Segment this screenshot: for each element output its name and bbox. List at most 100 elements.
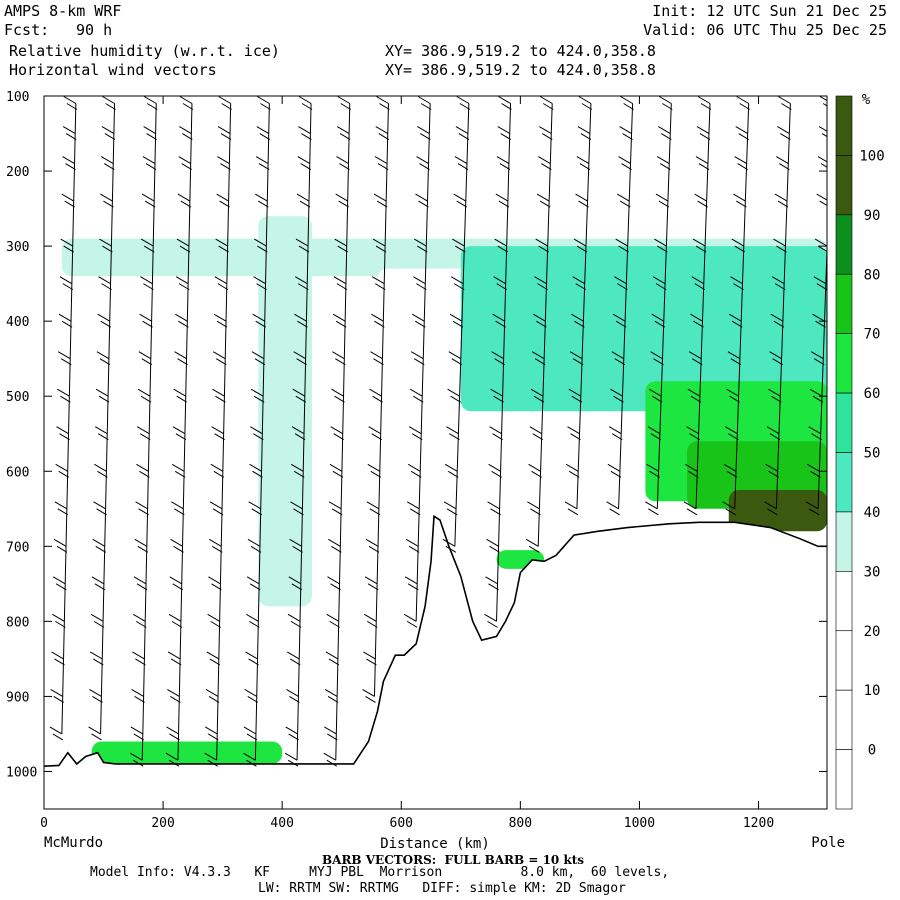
wind-barb-column-12: [525, 96, 554, 553]
wind-barb: [416, 283, 427, 291]
wind-barb: [220, 163, 231, 170]
wind-barb: [214, 276, 228, 285]
wind-barb: [243, 726, 257, 735]
wind-barb: [330, 426, 343, 435]
wind-barb: [61, 320, 73, 328]
wind-barb: [408, 426, 422, 435]
wind-barb: [298, 96, 312, 104]
wind-barb: [207, 759, 218, 767]
wind-barb: [776, 156, 789, 164]
wind-barb: [611, 351, 625, 360]
wind-barb-column-14: [606, 96, 634, 516]
wind-barb: [448, 351, 462, 360]
colorbar-label: 10: [864, 683, 881, 699]
wind-barb: [291, 426, 305, 435]
wind-barb: [499, 163, 511, 170]
wind-barb: [143, 283, 154, 291]
wind-barb: [492, 313, 505, 322]
wind-barb-column-15: [645, 96, 673, 516]
wind-barb: [205, 688, 219, 697]
wind-barb: [581, 103, 593, 110]
x-tick-label: 1000: [624, 816, 655, 831]
wind-barb: [216, 193, 229, 202]
wind-barb: [257, 96, 270, 104]
wind-barb: [362, 688, 375, 697]
wind-barb: [254, 238, 267, 247]
wind-barb: [171, 463, 185, 472]
wind-barb: [576, 156, 590, 164]
colorbar: 0 10 20 30 40 50 60 70 80 90 100: [835, 95, 885, 810]
wind-barb-staff: [141, 103, 157, 761]
wind-barb: [812, 395, 824, 403]
wind-barb: [452, 238, 465, 247]
wind-barb: [100, 193, 113, 202]
wind-barb: [209, 658, 221, 666]
wind-barb: [211, 426, 224, 435]
wind-barb: [695, 156, 709, 164]
wind-barb: [536, 320, 547, 328]
wind-barb: [290, 463, 304, 472]
wind-barb: [99, 358, 111, 366]
wind-barb: [215, 358, 227, 366]
wind-barb: [59, 276, 73, 285]
model-info: Model Info: V4.3.3 KF MYJ PBL Morrison 8…: [90, 865, 670, 880]
xy-range-1: XY= 386.9,519.2 to 424.0,358.8: [385, 42, 656, 60]
wind-barb: [458, 133, 470, 140]
wind-barb: [63, 245, 74, 253]
wind-barb: [212, 508, 224, 516]
wind-barb: [764, 501, 777, 510]
wind-barb: [62, 283, 74, 291]
wind-barb: [213, 470, 225, 478]
wind-barb: [656, 156, 670, 164]
wind-barb: [371, 313, 384, 322]
wind-barb: [258, 163, 270, 170]
wind-barb: [444, 463, 458, 472]
wind-barb: [567, 508, 579, 516]
wind-barb: [364, 576, 378, 585]
wind-barb: [445, 545, 457, 553]
wind-barb: [366, 658, 377, 666]
wind-barb-column-0: [49, 96, 78, 741]
field-1-label: Relative humidity (w.r.t. ice): [9, 42, 280, 60]
wind-barb: [658, 126, 671, 134]
wind-barb: [575, 193, 588, 202]
wind-barb: [377, 163, 389, 170]
wind-barb: [497, 245, 508, 253]
wind-barb: [330, 583, 341, 591]
wind-barb: [52, 576, 66, 585]
wind-barb: [484, 613, 497, 622]
wind-barb: [170, 658, 182, 666]
wind-barb: [286, 651, 300, 660]
wind-barb: [655, 193, 669, 202]
wind-barb: [779, 163, 790, 170]
wind-barb: [58, 313, 72, 322]
wind-barb: [178, 320, 189, 328]
wind-barb: [94, 583, 106, 591]
wind-barb: [417, 126, 430, 134]
wind-barb: [328, 501, 342, 510]
wind-barb: [813, 276, 827, 285]
wind-barb: [251, 351, 265, 360]
wind-barb: [773, 238, 786, 247]
wind-barb: [335, 320, 347, 328]
wind-barb-column-9: [403, 96, 432, 628]
wind-barb: [657, 245, 668, 253]
wind-barb: [179, 96, 193, 104]
wind-barb: [288, 576, 302, 585]
wind-barb: [173, 545, 184, 553]
wind-barb: [730, 358, 742, 366]
wind-barb: [289, 658, 301, 666]
wind-barb: [539, 200, 551, 208]
wind-barb: [290, 501, 303, 510]
wind-barb: [451, 358, 463, 366]
wind-barb: [542, 133, 553, 140]
wind-barb: [256, 283, 267, 291]
wind-barb: [338, 200, 349, 208]
wind-barb: [531, 470, 542, 478]
wind-barb: [542, 103, 554, 110]
wind-barb: [216, 320, 228, 328]
y-tick-label: 400: [6, 315, 29, 330]
wind-barb: [176, 238, 190, 247]
wind-barb: [418, 200, 429, 208]
wind-barb: [101, 283, 112, 291]
